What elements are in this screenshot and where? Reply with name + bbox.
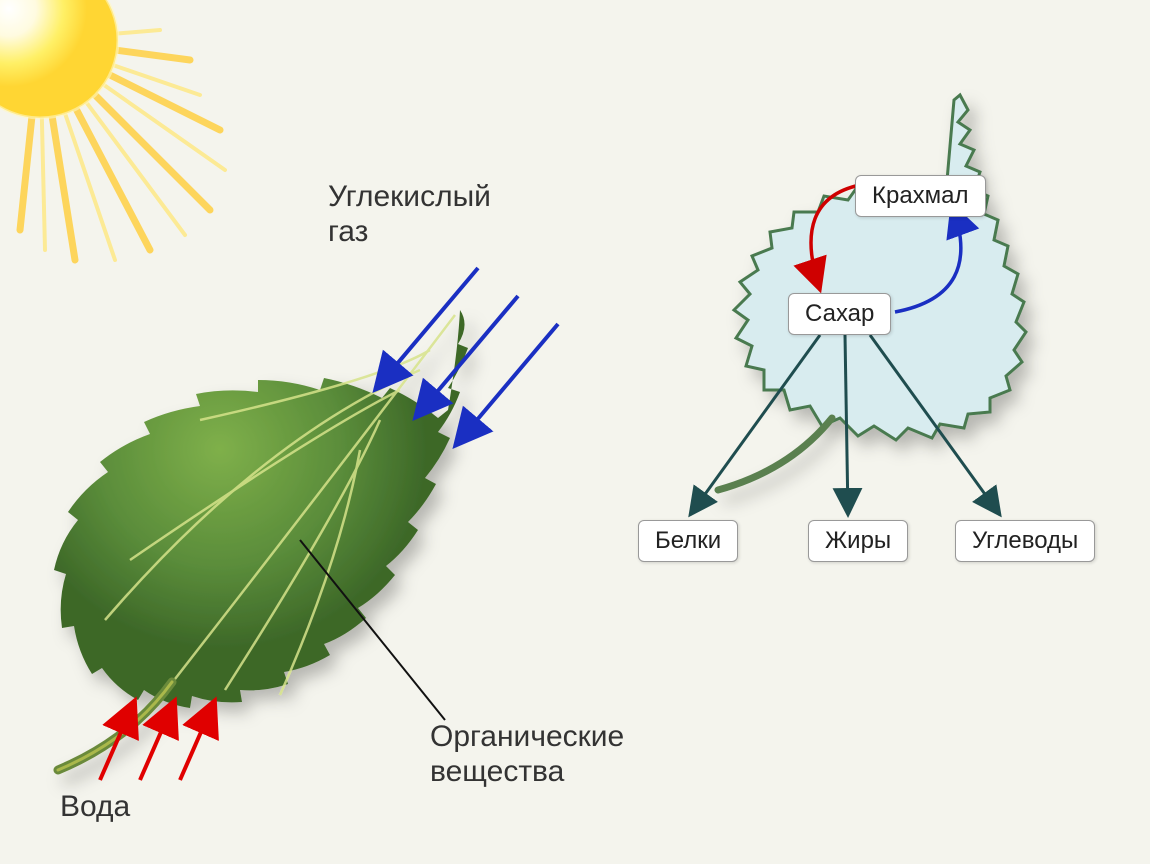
proteins-box: Белки: [638, 520, 738, 562]
organic-label: Органические вещества: [430, 720, 624, 789]
fats-box: Жиры: [808, 520, 908, 562]
carbs-box: Углеводы: [955, 520, 1095, 562]
co2-label: Углекислый газ: [328, 180, 491, 249]
sugar-box: Сахар: [788, 293, 891, 335]
green-leaf: [54, 310, 468, 770]
starch-box: Крахмал: [855, 175, 986, 217]
water-arrows: [100, 700, 215, 780]
sun-icon: [0, 0, 225, 260]
water-label: Вода: [60, 790, 130, 824]
